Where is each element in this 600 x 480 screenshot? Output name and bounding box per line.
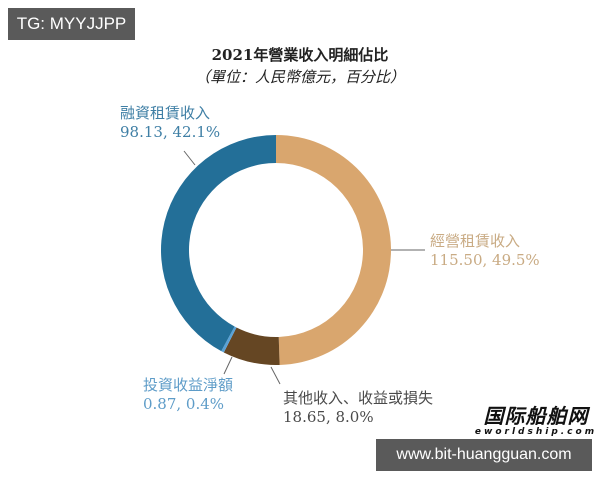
- label-financing-lease-name: 融資租賃收入: [120, 104, 211, 122]
- donut-segments: [161, 135, 391, 365]
- watermark-url-badge: www.bit-huangguan.com: [376, 439, 592, 471]
- label-other-income-name: 其他收入、收益或損失: [283, 389, 434, 407]
- logo-en-text: eworldship.com: [474, 427, 598, 437]
- label-financing-lease-value: 98.13, 42.1%: [120, 123, 221, 141]
- chart-title: 2021年營業收入明細佔比: [211, 46, 389, 64]
- label-other-income-value: 18.65, 8.0%: [283, 408, 374, 426]
- label-investment-income-value: 0.87, 0.4%: [143, 395, 225, 413]
- leader-line-financing: [183, 150, 196, 166]
- donut-segment: [276, 135, 391, 365]
- label-other-income: 其他收入、收益或損失 18.65, 8.0%: [283, 389, 433, 427]
- chart-subtitle: （單位：人民幣億元，百分比）: [194, 68, 405, 86]
- watermark-tg-badge: TG: MYYJJPP: [8, 8, 135, 40]
- donut-segment: [221, 326, 237, 353]
- label-financing-lease: 融資租賃收入 98.13, 42.1%: [120, 104, 220, 142]
- label-operating-lease-value: 115.50, 49.5%: [430, 251, 540, 269]
- label-investment-income: 投資收益淨額 0.87, 0.4%: [143, 376, 233, 414]
- leader-lines: [183, 150, 425, 385]
- eworldship-logo: 国际船舶网 eworldship.com: [474, 405, 598, 438]
- donut-segment: [161, 135, 276, 352]
- label-operating-lease-name: 經營租賃收入: [430, 232, 521, 250]
- label-operating-lease: 經營租賃收入 115.50, 49.5%: [430, 232, 540, 270]
- leader-line-other: [270, 366, 281, 385]
- label-investment-income-name: 投資收益淨額: [143, 376, 234, 394]
- donut-segment: [223, 327, 280, 365]
- leader-line-invest: [223, 356, 233, 375]
- logo-cn-text: 国际船舶网: [483, 404, 589, 428]
